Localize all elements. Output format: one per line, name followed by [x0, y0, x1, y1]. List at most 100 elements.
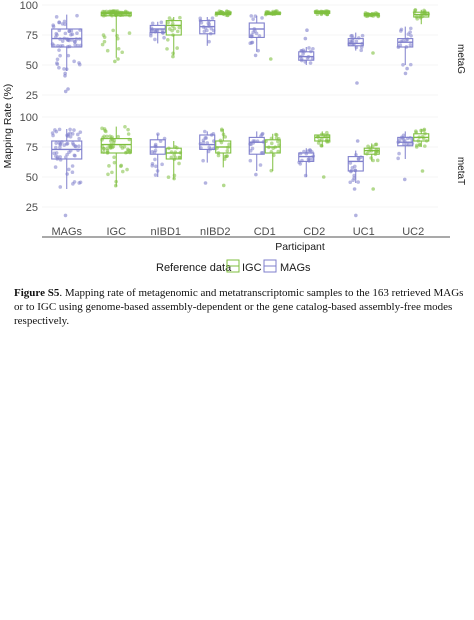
box-metat-cd1-igc-point [276, 139, 280, 144]
box-metat-uc2-mags-point [402, 142, 406, 146]
box-metat-igc-igc-point [105, 146, 110, 151]
outlier-metat-mags [63, 213, 68, 218]
y-tick-label-metag-50: 50 [26, 60, 38, 72]
box-metag-cd2-mags-point [307, 46, 311, 50]
box-metat-cd2-igc-point [320, 137, 324, 141]
box-metag-mags-mags-point [75, 31, 79, 36]
box-metag-cd2-mags-point [308, 61, 313, 65]
box-metat-cd2-mags-point [306, 149, 311, 153]
legend-key-mags [263, 259, 277, 273]
box-metat-mags-mags-point [50, 131, 55, 135]
box-metat-nibd1-igc-point [166, 175, 171, 180]
box-metag-cd1-mags-point [250, 40, 255, 45]
box-metag-uc1-mags-point [360, 33, 365, 38]
box-metat-mags-mags-point [77, 136, 81, 141]
box-metat-uc2-mags-point [398, 137, 402, 142]
box-metat-igc-igc [100, 124, 132, 188]
outlier-metat-uc1 [354, 213, 358, 218]
legend-entry-igc: IGC [226, 259, 262, 274]
box-metag-uc2-mags-point [401, 62, 405, 67]
box-metat-nibd2-igc [215, 127, 232, 168]
box-metag-nibd1-mags-point [159, 20, 164, 25]
caption-label: Figure S5 [14, 287, 60, 299]
box-metat-nibd2-mags-point [201, 158, 205, 163]
box-metag-nibd1-igc-point [165, 47, 169, 51]
y-tick-label-metag-75: 75 [26, 30, 38, 42]
box-metat-igc-igc-point [125, 167, 129, 172]
box-metag-uc2-mags-point [398, 43, 403, 47]
box-metat-nibd1-mags [149, 132, 167, 177]
box-metat-uc2-mags-point [405, 142, 409, 146]
box-metag-mags-mags-point [62, 67, 66, 71]
box-metat-cd1-igc-point [269, 141, 274, 146]
box-metag-uc1-mags-point [349, 34, 353, 38]
x-axis-label: Participant [275, 241, 325, 253]
panel-metag: metaG [42, 4, 466, 96]
x-tick-label-cd1: CD1 [254, 226, 276, 238]
outlier-metag-cd1 [268, 57, 273, 61]
box-metat-igc-igc-point [113, 183, 118, 188]
box-metat-uc1-igc-point [373, 142, 378, 147]
box-metag-cd2-igc [313, 9, 331, 17]
outlier-metag-uc1 [355, 81, 359, 85]
box-metag-nibd1-igc-point [166, 37, 170, 42]
box-metag-uc2-mags-point [399, 29, 403, 33]
facet-label-metat: metaT [455, 157, 466, 185]
box-metag-cd1-mags-rect [248, 22, 265, 38]
outlier-metag-cd2 [303, 36, 308, 41]
legend: Reference data IGC MAGs [156, 259, 311, 274]
box-metat-uc2-igc-point [422, 127, 427, 132]
box-metat-nibd1-igc-point [172, 173, 177, 178]
box-metat-igc-igc-point [110, 145, 115, 150]
box-metag-cd1-mags-point [251, 30, 255, 35]
box-metat-igc-igc-point [106, 172, 110, 177]
box-metag-mags-mags-point [57, 65, 61, 70]
box-metat-nibd1-igc [165, 141, 183, 181]
outlier-metag-igc [113, 59, 117, 64]
box-metag-igc-igc-point [111, 28, 115, 33]
box-metat-nibd2-mags-point [205, 141, 210, 145]
box-metat-cd1-mags [248, 131, 266, 171]
outlier-metat-uc1 [371, 187, 375, 191]
box-metag-cd1-mags-point [251, 17, 255, 21]
box-metag-igc-igc-point [102, 35, 107, 39]
box-metag-uc2-mags-point [408, 26, 413, 31]
box-metag-nibd1-igc-point [175, 46, 179, 50]
box-metat-cd1-mags-point [258, 163, 263, 167]
box-metat-mags-mags-points [50, 127, 83, 189]
figure-caption: Figure S5. Mapping rate of metagenomic a… [14, 286, 466, 328]
box-metag-igc-igc-point [116, 46, 121, 51]
box-metat-mags-mags-point [53, 145, 58, 150]
box-metat-mags-mags-point [68, 127, 72, 132]
box-metat-igc-igc-point [110, 170, 114, 175]
box-metat-cd2-igc-point [316, 141, 321, 145]
box-metag-nibd1-mags-point [162, 35, 166, 40]
box-metag-mags-mags-point [55, 61, 59, 65]
box-metag-nibd1-igc-point [166, 20, 170, 25]
box-metat-nibd1-mags-point [154, 164, 158, 169]
box-metag-igc-igc-point [127, 31, 132, 35]
legend-key-igc [226, 259, 240, 273]
box-metag-uc2-mags-point [408, 43, 413, 47]
box-metat-igc-igc-point [111, 140, 116, 145]
x-tick-label-nibd2: nIBD2 [200, 226, 231, 238]
box-metag-uc1-igc [363, 11, 381, 19]
outlier-metat-uc2 [420, 169, 425, 173]
box-metat-mags-mags-point [53, 165, 58, 169]
box-metat-mags-mags-point [58, 155, 62, 159]
box-metat-nibd1-mags-point [160, 162, 164, 167]
box-metag-mags-mags-point [57, 20, 62, 25]
box-metat-uc2-igc-points [414, 127, 429, 149]
box-metat-uc1-igc-point [369, 156, 373, 160]
box-metat-igc-igc-point [110, 135, 114, 139]
box-metat-uc1-mags-point [356, 156, 361, 161]
box-metag-uc2-igc [412, 8, 431, 25]
box-metat-mags-mags-point [58, 185, 63, 189]
box-metat-uc2-mags-point [401, 137, 406, 142]
box-metat-mags-mags-point [54, 141, 58, 145]
box-metat-igc-igc-point [120, 169, 125, 174]
box-metag-nibd1-igc-point [170, 21, 175, 26]
box-metat-uc1-mags-point [351, 178, 355, 182]
box-metat-mags-mags-point [66, 132, 71, 137]
box-metag-nibd2-mags-point [210, 16, 215, 20]
